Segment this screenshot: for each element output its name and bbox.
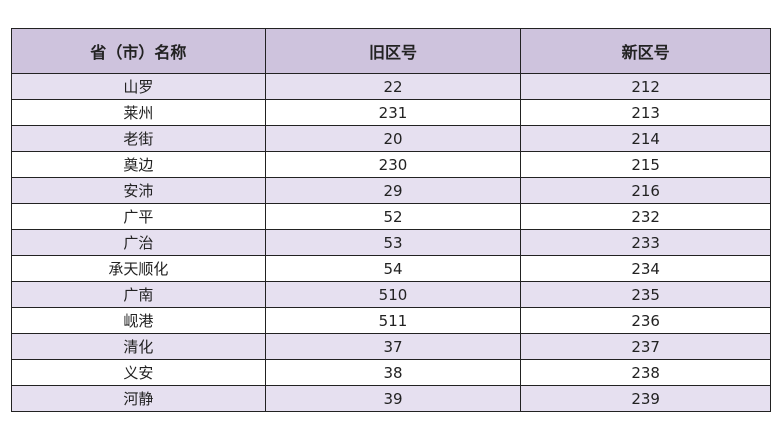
province-cell: 河静 — [11, 385, 266, 412]
new-code-cell: 234 — [520, 255, 771, 282]
new-code-cell: 239 — [520, 385, 771, 412]
province-cell: 岘港 — [11, 307, 266, 334]
province-cell: 奠边 — [11, 151, 266, 178]
area-code-table: 省（市）名称 旧区号 新区号 山罗 22 212 莱州 231 213 老街 20 214 奠边 2… — [11, 28, 771, 412]
table-row: 清化 37 237 — [11, 333, 771, 360]
province-cell: 广南 — [11, 281, 266, 308]
old-code-cell: 510 — [264, 281, 522, 308]
table-row: 广平 52 232 — [11, 203, 771, 230]
province-cell: 老街 — [11, 125, 266, 152]
new-code-cell: 216 — [520, 177, 771, 204]
header-new-code: 新区号 — [520, 28, 771, 74]
table-row: 老街 20 214 — [11, 125, 771, 152]
province-cell: 义安 — [11, 359, 266, 386]
table-row: 广南 510 235 — [11, 281, 771, 308]
new-code-cell: 236 — [520, 307, 771, 334]
old-code-cell: 37 — [264, 333, 522, 360]
new-code-cell: 213 — [520, 99, 771, 126]
old-code-cell: 39 — [264, 385, 522, 412]
province-cell: 广治 — [11, 229, 266, 256]
province-cell: 广平 — [11, 203, 266, 230]
old-code-cell: 20 — [264, 125, 522, 152]
old-code-cell: 52 — [264, 203, 522, 230]
new-code-cell: 215 — [520, 151, 771, 178]
table-row: 奠边 230 215 — [11, 151, 771, 178]
table-row: 山罗 22 212 — [11, 73, 771, 100]
table-row: 莱州 231 213 — [11, 99, 771, 126]
table-row: 广治 53 233 — [11, 229, 771, 256]
province-cell: 安沛 — [11, 177, 266, 204]
old-code-cell: 231 — [264, 99, 522, 126]
province-cell: 承天顺化 — [11, 255, 266, 282]
province-cell: 清化 — [11, 333, 266, 360]
table-row: 安沛 29 216 — [11, 177, 771, 204]
table-row: 岘港 511 236 — [11, 307, 771, 334]
new-code-cell: 233 — [520, 229, 771, 256]
old-code-cell: 230 — [264, 151, 522, 178]
header-row: 省（市）名称 旧区号 新区号 — [11, 28, 771, 74]
table-row: 义安 38 238 — [11, 359, 771, 386]
old-code-cell: 22 — [264, 73, 522, 100]
new-code-cell: 237 — [520, 333, 771, 360]
table-row: 承天顺化 54 234 — [11, 255, 771, 282]
new-code-cell: 238 — [520, 359, 771, 386]
new-code-cell: 214 — [520, 125, 771, 152]
new-code-cell: 235 — [520, 281, 771, 308]
header-province: 省（市）名称 — [11, 28, 266, 74]
old-code-cell: 29 — [264, 177, 522, 204]
header-old-code: 旧区号 — [264, 28, 522, 74]
old-code-cell: 38 — [264, 359, 522, 386]
old-code-cell: 53 — [264, 229, 522, 256]
province-cell: 山罗 — [11, 73, 266, 100]
old-code-cell: 54 — [264, 255, 522, 282]
province-cell: 莱州 — [11, 99, 266, 126]
table-row: 河静 39 239 — [11, 385, 771, 412]
old-code-cell: 511 — [264, 307, 522, 334]
new-code-cell: 212 — [520, 73, 771, 100]
new-code-cell: 232 — [520, 203, 771, 230]
